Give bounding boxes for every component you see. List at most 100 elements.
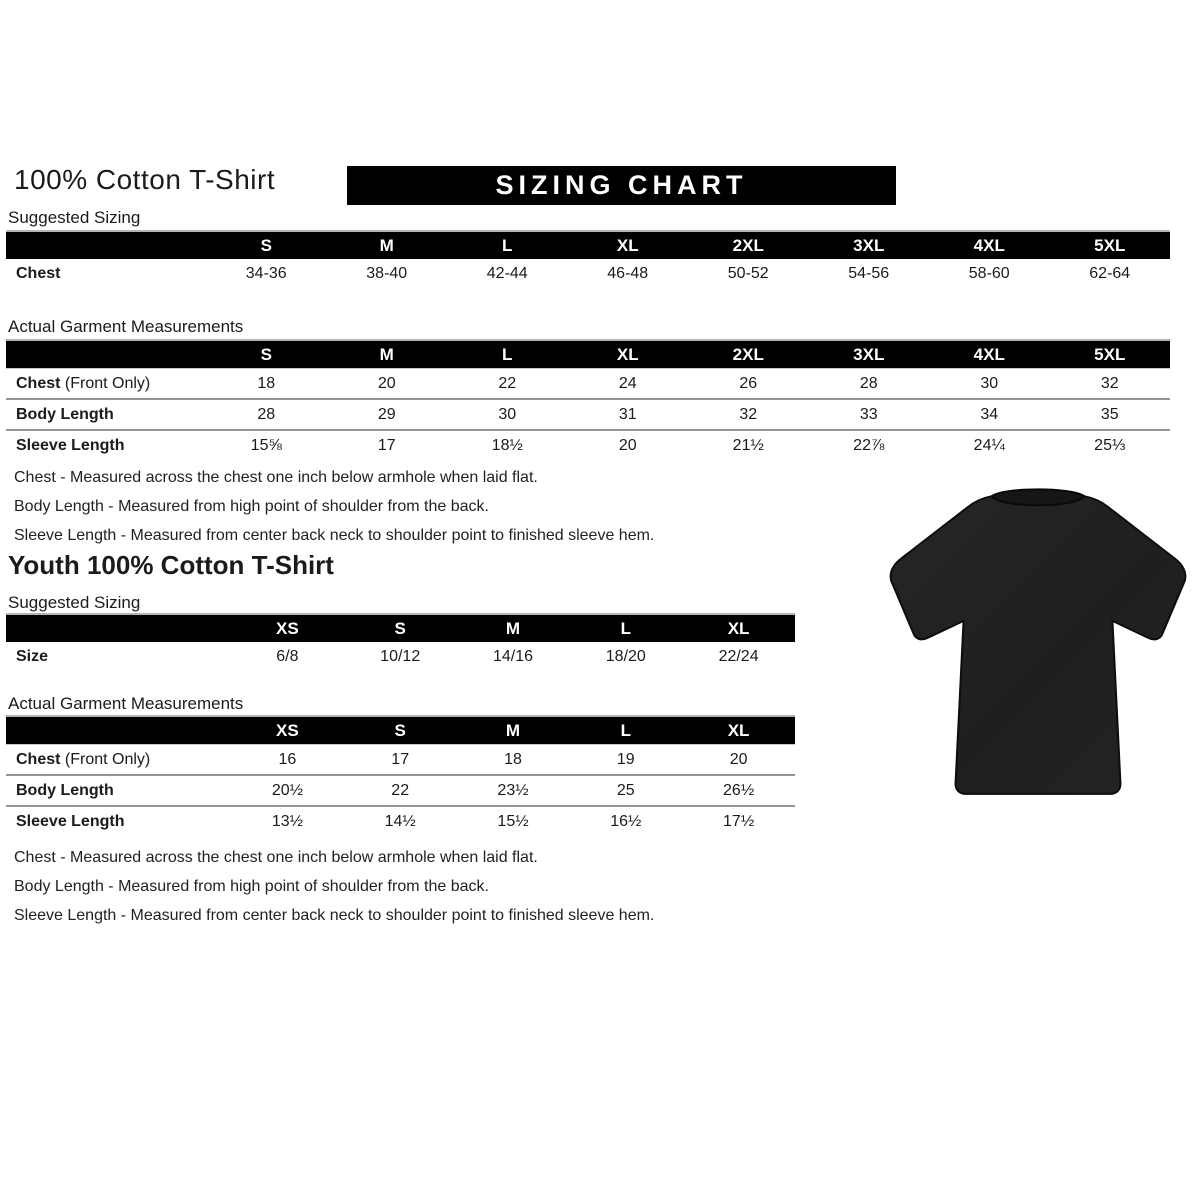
- note-body-length: Body Length - Measured from high point o…: [14, 498, 489, 515]
- corner-cell: [6, 339, 206, 369]
- row-label-text: Sleeve Length: [16, 436, 125, 454]
- table-row: Body Length 28 29 30 31 32 33 34 35: [6, 398, 1170, 430]
- row-label: Body Length: [6, 398, 206, 430]
- youth-suggested-sizing-table: XS S M L XL Size 6/8 10/12 14/16 18/20 22/24: [6, 613, 795, 671]
- tshirt-image: [889, 488, 1187, 795]
- measurement-cell: 31: [567, 398, 688, 430]
- measurement-cell: 62-64: [1089, 264, 1131, 282]
- measurement-cell: 22/24: [718, 647, 759, 665]
- measurement-cell: 28: [808, 368, 929, 399]
- measurement-cell: 16½: [569, 805, 683, 836]
- row-label-text: Sleeve Length: [16, 812, 125, 830]
- measurement-cell: 17: [326, 429, 447, 460]
- size-column-header: XS: [231, 715, 344, 745]
- measurement-cell: 17½: [682, 805, 795, 836]
- measurement-cell: 29: [326, 398, 447, 430]
- measurement-cell: 32: [688, 398, 809, 430]
- size-column-header: 2XL: [688, 230, 809, 259]
- size-column-header: L: [569, 613, 683, 642]
- table-row: Body Length 20½ 22 23½ 25 26½: [6, 774, 795, 806]
- table-row: Chest 34-36 38-40 42-44 46-48 50-52 54-56 58-60…: [6, 259, 1170, 288]
- measurement-cell: 14½: [343, 805, 457, 836]
- size-column-header: XL: [567, 230, 688, 259]
- measurement-cell: 17: [343, 744, 457, 775]
- row-label-text: Chest: [16, 750, 61, 768]
- size-column-header: XS: [231, 613, 344, 642]
- size-column-header: XL: [567, 339, 688, 369]
- table-row: Chest (Front Only) 18 20 22 24 26 28 30 32: [6, 368, 1170, 399]
- measurement-cell: 38-40: [366, 264, 408, 282]
- measurement-cell: 25: [569, 774, 683, 806]
- measurement-cell: 22⅞: [808, 429, 929, 460]
- measurement-cell: 32: [1049, 368, 1170, 399]
- table-row: Sleeve Length 15⅝ 17 18½ 20 21½ 22⅞ 24¼ 25⅓: [6, 429, 1170, 460]
- measurement-cell: 26½: [682, 774, 795, 806]
- row-label: Sleeve Length: [6, 805, 231, 836]
- tshirt-body: [889, 495, 1187, 795]
- measurement-cell: 15½: [456, 805, 570, 836]
- measurement-cell: 13½: [231, 805, 344, 836]
- size-column-header: 3XL: [808, 230, 929, 259]
- note-body-length: Body Length - Measured from high point o…: [14, 878, 489, 895]
- measurement-cell: 15⅝: [206, 429, 327, 460]
- size-column-header: M: [456, 715, 570, 745]
- measurement-cell: 58-60: [968, 264, 1010, 282]
- measurement-cell: 21½: [688, 429, 809, 460]
- size-column-header: L: [447, 339, 568, 369]
- size-header-row: XS S M L XL: [6, 715, 795, 745]
- measurement-cell: 54-56: [848, 264, 890, 282]
- size-column-header: L: [569, 715, 683, 745]
- youth-suggested-sizing-label: Suggested Sizing: [8, 593, 141, 612]
- row-label-text: Size: [16, 647, 49, 665]
- measurement-cell: 28: [206, 398, 327, 430]
- youth-actual-measurements-label: Actual Garment Measurements: [8, 694, 244, 713]
- row-label: Body Length: [6, 774, 231, 806]
- measurement-cell: 26: [688, 368, 809, 399]
- size-column-header: S: [343, 613, 457, 642]
- row-label-text: Body Length: [16, 405, 114, 423]
- table-row: Sleeve Length 13½ 14½ 15½ 16½ 17½: [6, 805, 795, 836]
- measurement-cell: 6/8: [276, 647, 299, 665]
- measurement-cell: 14/16: [492, 647, 534, 665]
- measurement-cell: 24¼: [929, 429, 1050, 460]
- measurement-cell: 18: [456, 744, 570, 775]
- youth-section-title: Youth 100% Cotton T-Shirt: [8, 550, 334, 580]
- measurement-cell: 22: [343, 774, 457, 806]
- size-header-row: S M L XL 2XL 3XL 4XL 5XL: [6, 230, 1170, 259]
- size-column-header: 4XL: [929, 230, 1050, 259]
- size-column-header: S: [206, 230, 327, 259]
- corner-cell: [6, 613, 231, 642]
- row-label: Chest: [6, 259, 206, 288]
- corner-cell: [6, 715, 231, 745]
- size-column-header: 3XL: [808, 339, 929, 369]
- size-column-header: XL: [682, 715, 795, 745]
- measurement-cell: 20: [682, 744, 795, 775]
- size-column-header: M: [326, 230, 447, 259]
- note-chest: Chest - Measured across the chest one in…: [14, 849, 538, 866]
- size-column-header: 5XL: [1049, 230, 1170, 259]
- measurement-cell: 22: [447, 368, 568, 399]
- size-column-header: M: [456, 613, 570, 642]
- note-sleeve-length: Sleeve Length - Measured from center bac…: [14, 907, 655, 924]
- measurement-cell: 20: [326, 368, 447, 399]
- row-label-text: Body Length: [16, 781, 114, 799]
- size-column-header: 4XL: [929, 339, 1050, 369]
- measurement-cell: 16: [231, 744, 344, 775]
- row-label-suffix: (Front Only): [60, 374, 151, 392]
- measurement-cell: 30: [929, 368, 1050, 399]
- measurement-cell: 33: [808, 398, 929, 430]
- measurement-cell: 18½: [447, 429, 568, 460]
- adult-section-title: 100% Cotton T-Shirt: [14, 164, 276, 195]
- measurement-cell: 18: [206, 368, 327, 399]
- corner-cell: [6, 230, 206, 259]
- size-column-header: M: [326, 339, 447, 369]
- measurement-cell: 10/12: [380, 647, 421, 665]
- measurement-cell: 20: [567, 429, 688, 460]
- size-column-header: 5XL: [1049, 339, 1170, 369]
- adult-actual-measurements-label: Actual Garment Measurements: [8, 317, 244, 336]
- table-row: Size 6/8 10/12 14/16 18/20 22/24: [6, 642, 795, 671]
- adult-suggested-sizing-label: Suggested Sizing: [8, 208, 141, 227]
- row-label-suffix: (Front Only): [60, 750, 151, 768]
- measurement-cell: 42-44: [486, 264, 528, 282]
